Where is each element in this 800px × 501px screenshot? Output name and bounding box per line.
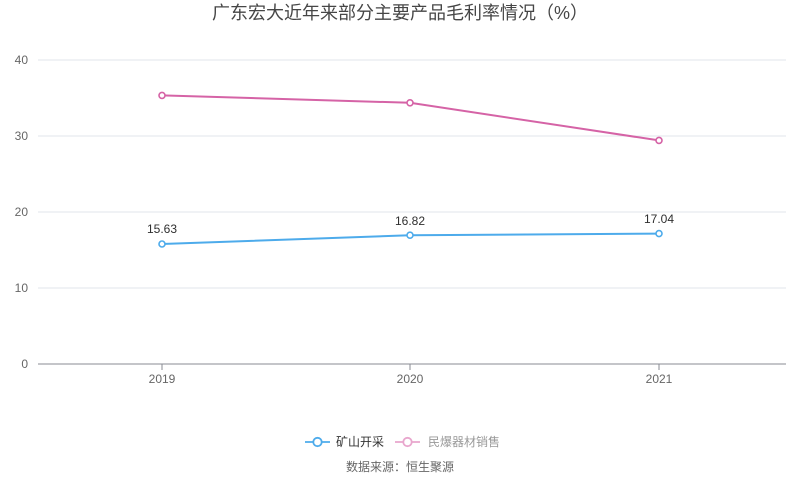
svg-text:2019: 2019 (149, 372, 176, 386)
svg-text:16.82: 16.82 (395, 214, 425, 228)
svg-text:20: 20 (15, 205, 29, 219)
svg-text:0: 0 (21, 357, 28, 371)
svg-text:30: 30 (15, 129, 29, 143)
svg-text:2021: 2021 (646, 372, 673, 386)
svg-text:数据来源：恒生聚源: 数据来源：恒生聚源 (346, 459, 454, 474)
svg-text:民爆器材销售: 民爆器材销售 (428, 434, 500, 449)
svg-text:矿山开采: 矿山开采 (336, 435, 384, 449)
svg-text:15.63: 15.63 (147, 222, 177, 236)
svg-text:40: 40 (15, 53, 29, 67)
svg-text:17.04: 17.04 (644, 212, 674, 226)
svg-text:10: 10 (15, 281, 29, 295)
svg-text:2020: 2020 (397, 372, 424, 386)
